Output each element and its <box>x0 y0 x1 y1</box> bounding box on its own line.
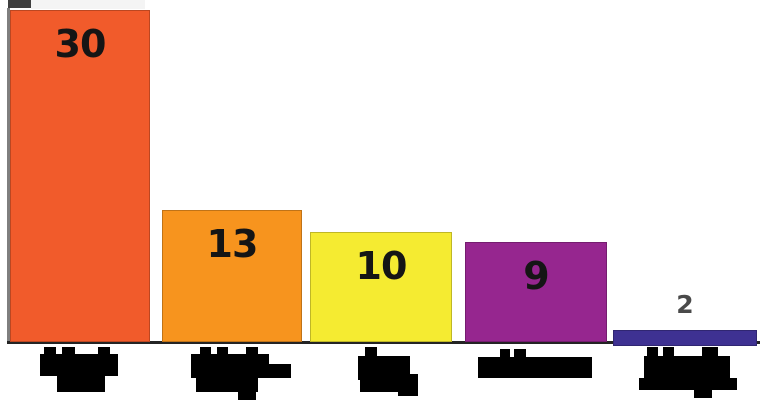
blob-rect <box>217 347 228 356</box>
blob-rect <box>500 349 510 357</box>
bar-value-label-outside: 2 <box>676 290 694 319</box>
blob-rect <box>246 347 258 356</box>
blob-rect <box>200 347 211 356</box>
blob-rect <box>360 380 402 392</box>
blob-rect <box>639 378 737 390</box>
bar-value-label: 9 <box>523 254 549 298</box>
bar-2: 13 <box>162 210 302 342</box>
blob-rect <box>191 354 269 378</box>
blob-rect <box>44 347 56 356</box>
blob-rect <box>647 347 658 356</box>
bar-value-label: 30 <box>54 22 107 66</box>
blob-rect <box>365 347 377 356</box>
bar-5 <box>613 330 757 346</box>
bar-value-label: 13 <box>206 222 259 266</box>
blob-rect <box>398 374 418 396</box>
blob-rect <box>40 354 118 376</box>
blob-rect <box>62 347 75 356</box>
blob-rect <box>514 349 526 357</box>
blob-rect <box>478 357 592 378</box>
bar-4: 9 <box>465 242 607 342</box>
blob-rect <box>694 390 712 398</box>
blob-rect <box>663 347 674 356</box>
bar-3: 10 <box>310 232 452 342</box>
bar-1: 30 <box>10 10 150 342</box>
blob-rect <box>98 347 110 356</box>
blob-rect <box>57 376 105 392</box>
top-edge-light-block <box>31 0 145 9</box>
blob-rect <box>269 364 291 378</box>
blob-rect <box>238 392 256 400</box>
bar-value-label: 10 <box>355 244 408 288</box>
x-axis-baseline <box>7 341 760 344</box>
blob-rect <box>196 378 258 392</box>
blob-rect <box>644 356 730 380</box>
blob-rect <box>702 347 718 356</box>
y-axis-line <box>7 8 10 342</box>
top-edge-dark-block <box>8 0 31 8</box>
